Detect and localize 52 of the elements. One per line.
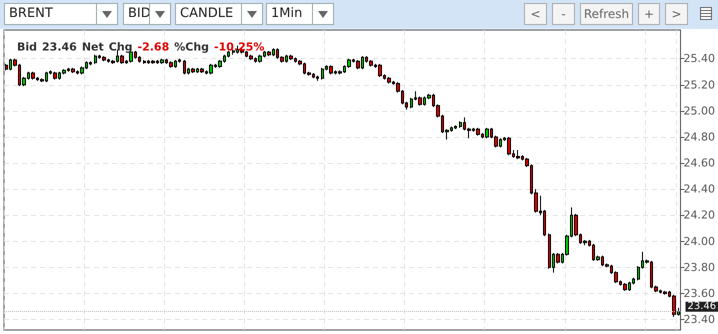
candlestick bbox=[102, 56, 106, 62]
candlestick bbox=[249, 54, 253, 60]
y-tick-label: 25.00 bbox=[684, 104, 716, 118]
candlestick bbox=[258, 54, 262, 64]
candlestick bbox=[316, 75, 319, 82]
y-tick-label: 24.00 bbox=[684, 234, 716, 248]
y-tick-label: 24.60 bbox=[684, 156, 716, 170]
y-tick-label: 23.40 bbox=[684, 313, 716, 326]
candlestick bbox=[369, 60, 373, 68]
text: Bid 23.46 Net Chg -2.68 %Chg -10.25% bbox=[17, 40, 264, 54]
candlestick bbox=[548, 232, 551, 270]
text: < bbox=[524, 3, 547, 25]
candlestick bbox=[71, 67, 75, 74]
y-tick-label: 25.40 bbox=[684, 52, 716, 66]
candlestick bbox=[485, 127, 489, 139]
candlestick bbox=[200, 67, 204, 74]
candlestick bbox=[507, 136, 511, 156]
candlestick bbox=[169, 60, 173, 68]
candlestick bbox=[267, 50, 271, 57]
candlestick bbox=[183, 60, 186, 75]
y-tick-label: 23.60 bbox=[684, 286, 716, 300]
candlestick bbox=[53, 71, 57, 80]
text: > bbox=[665, 3, 688, 25]
candlestick bbox=[459, 120, 462, 128]
candlestick bbox=[516, 150, 520, 160]
text: BRENT bbox=[9, 5, 53, 23]
candlestick bbox=[191, 67, 195, 74]
candlestick bbox=[31, 71, 35, 80]
candlestick bbox=[387, 76, 391, 84]
text: 1Min bbox=[271, 5, 302, 23]
candlestick bbox=[321, 67, 324, 80]
candlestick bbox=[160, 58, 164, 64]
candlestick bbox=[378, 63, 382, 78]
text: CANDLE bbox=[180, 5, 234, 23]
ref-line-label: 23.46 bbox=[688, 301, 716, 312]
candlestick bbox=[329, 64, 333, 75]
candlestick bbox=[289, 54, 293, 60]
y-tick-label: 24.80 bbox=[684, 130, 716, 144]
y-tick-label: 24.40 bbox=[684, 182, 716, 196]
text: Refresh bbox=[580, 3, 633, 25]
y-tick-label: 24.20 bbox=[684, 208, 716, 222]
candlestick bbox=[232, 49, 235, 56]
candlestick bbox=[623, 282, 627, 292]
text: + bbox=[638, 3, 660, 25]
text: - bbox=[552, 3, 575, 25]
candlestick bbox=[476, 127, 480, 136]
candlestick bbox=[356, 60, 360, 70]
candlestick bbox=[209, 63, 213, 75]
y-tick-label: 23.80 bbox=[684, 260, 716, 274]
y-tick-label: 25.20 bbox=[684, 78, 716, 92]
candlestick bbox=[672, 294, 676, 318]
candlestick bbox=[94, 54, 97, 64]
